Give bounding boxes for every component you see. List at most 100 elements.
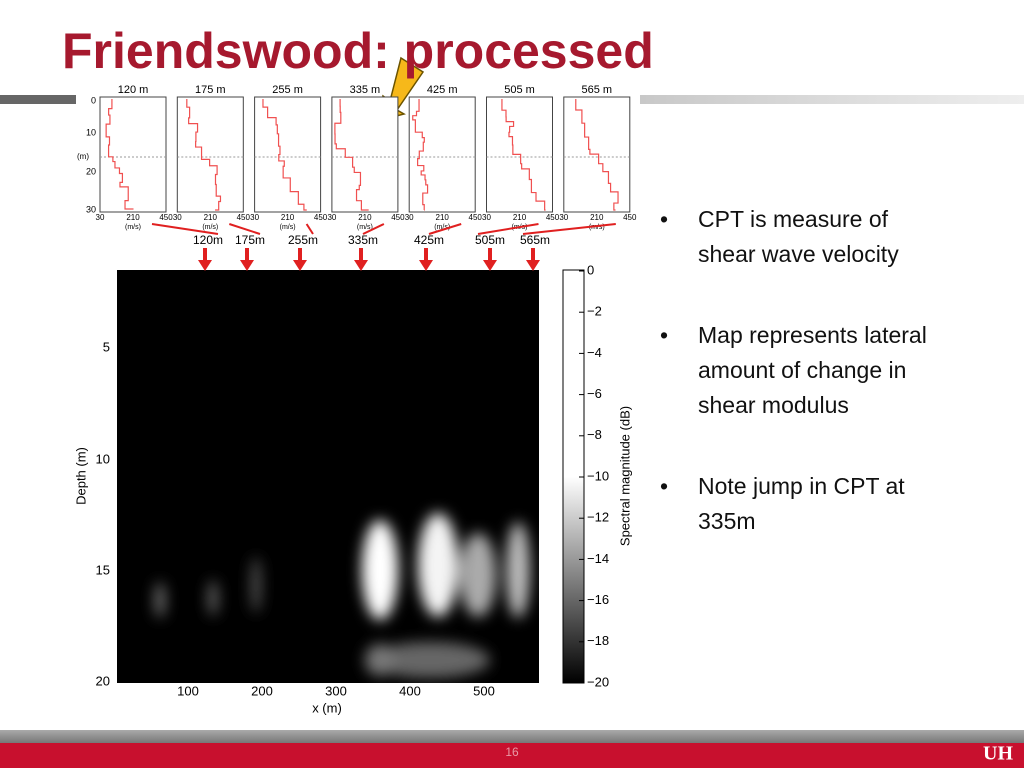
cpt-profile [334, 99, 369, 211]
position-label: 175m [235, 233, 265, 247]
velocity-tick-label: 210 [436, 213, 450, 222]
bullet-line: Note jump in CPT at [698, 473, 905, 499]
arrow-head [354, 260, 368, 271]
y-tick-label: 10 [96, 451, 110, 466]
arrow-head [526, 260, 540, 271]
position-label: 335m [348, 233, 378, 247]
y-axis-label: Depth (m) [73, 447, 88, 505]
velocity-tick-label: 210 [281, 213, 295, 222]
velocity-unit: (m/s) [202, 224, 218, 231]
colorbar-tick-label: −6 [587, 386, 602, 401]
y-tick-label: 5 [103, 339, 110, 354]
bullet-line: shear wave velocity [698, 241, 899, 267]
bullet-text: Note jump in CPT at 335m [698, 469, 905, 539]
depth-tick-label: 30 [86, 204, 96, 214]
arrow-head [293, 260, 307, 271]
colorbar-tick-label: −4 [587, 345, 602, 360]
footer-bar [0, 743, 1024, 768]
velocity-unit: (m/s) [434, 224, 450, 231]
logo: UH [983, 743, 1013, 765]
velocity-tick-label: 210 [204, 213, 218, 222]
cpt-profile [262, 99, 307, 211]
x-axis-label: x (m) [312, 700, 342, 715]
arrow-head [483, 260, 497, 271]
velocity-tick-label: 30 [405, 213, 414, 222]
velocity-tick-label: 450 [469, 213, 483, 222]
velocity-tick-label: 450 [546, 213, 560, 222]
bullet-dot: • [660, 473, 669, 499]
depth-tick-label: 0 [91, 95, 96, 105]
cpt-profile [186, 99, 222, 211]
position-label: 255m [288, 233, 318, 247]
position-label: 425m [414, 233, 444, 247]
bullet-line: amount of change in [698, 357, 907, 383]
cpt-profile [501, 99, 546, 211]
cpt-panel [254, 96, 322, 213]
velocity-tick-label: 450 [159, 213, 173, 222]
heatmap-blobs [155, 513, 530, 678]
cpt-panel-label: 565 m [582, 84, 613, 96]
connector [305, 223, 314, 235]
cpt-panel-label: 255 m [272, 84, 303, 96]
arrow-head [198, 260, 212, 271]
heatmap [117, 270, 539, 683]
y-tick-label: 20 [96, 673, 110, 688]
colorbar-tick-label: −10 [587, 468, 609, 483]
velocity-tick-label: 450 [314, 213, 328, 222]
connector [228, 223, 261, 235]
velocity-tick-label: 450 [237, 213, 251, 222]
colorbar-tick-label: 0 [587, 262, 594, 277]
x-tick-label: 500 [473, 683, 495, 698]
bullet-dot: • [660, 322, 669, 348]
position-label: 565m [520, 233, 550, 247]
x-tick-label: 400 [399, 683, 421, 698]
colorbar-tick-label: −8 [587, 427, 602, 442]
velocity-tick-label: 450 [623, 213, 637, 222]
x-tick-label: 200 [251, 683, 273, 698]
cpt-profile [412, 99, 429, 211]
colorbar-label: Spectral magnitude (dB) [617, 406, 632, 546]
velocity-unit: (m/s) [589, 224, 605, 231]
cpt-panel-label: 505 m [504, 84, 535, 96]
colorbar-tick-label: −12 [587, 510, 609, 525]
bullet-line: shear modulus [698, 392, 849, 418]
bullet-line: Map represents lateral [698, 322, 927, 348]
bullet-dot: • [660, 206, 669, 232]
velocity-tick-label: 210 [590, 213, 604, 222]
velocity-tick-label: 210 [358, 213, 372, 222]
x-tick-label: 100 [177, 683, 199, 698]
cpt-panel [408, 96, 476, 213]
footer-stripe [0, 730, 1024, 743]
x-tick-label: 300 [325, 683, 347, 698]
depth-unit: (m) [77, 152, 89, 161]
velocity-unit: (m/s) [357, 224, 373, 231]
connector [428, 223, 462, 235]
header-bar [640, 95, 1024, 104]
velocity-tick-label: 30 [250, 213, 259, 222]
cpt-panel-label: 425 m [427, 84, 458, 96]
velocity-tick-label: 210 [126, 213, 140, 222]
velocity-tick-label: 30 [559, 213, 568, 222]
position-label: 120m [193, 233, 223, 247]
connector [362, 223, 385, 235]
cpt-profile [105, 99, 134, 210]
bullet-line: 335m [698, 508, 756, 534]
connector [522, 223, 616, 235]
slide-title: Friendswood: processed [62, 23, 654, 79]
velocity-tick-label: 210 [513, 213, 527, 222]
bullet-line: CPT is measure of [698, 206, 889, 232]
y-tick-label: 15 [96, 562, 110, 577]
arrow-head [240, 260, 254, 271]
page-number: 16 [505, 745, 519, 759]
colorbar-tick-label: −18 [587, 633, 609, 648]
bullet-text: Map represents lateral amount of change i… [698, 318, 927, 423]
arrow-head [419, 260, 433, 271]
connector [477, 223, 539, 235]
bullet-text: CPT is measure of shear wave velocity [698, 202, 899, 272]
colorbar-tick-label: −16 [587, 592, 609, 607]
velocity-tick-label: 450 [391, 213, 405, 222]
velocity-unit: (m/s) [125, 224, 141, 231]
cpt-panel [331, 96, 399, 213]
cpt-profile [575, 99, 619, 211]
